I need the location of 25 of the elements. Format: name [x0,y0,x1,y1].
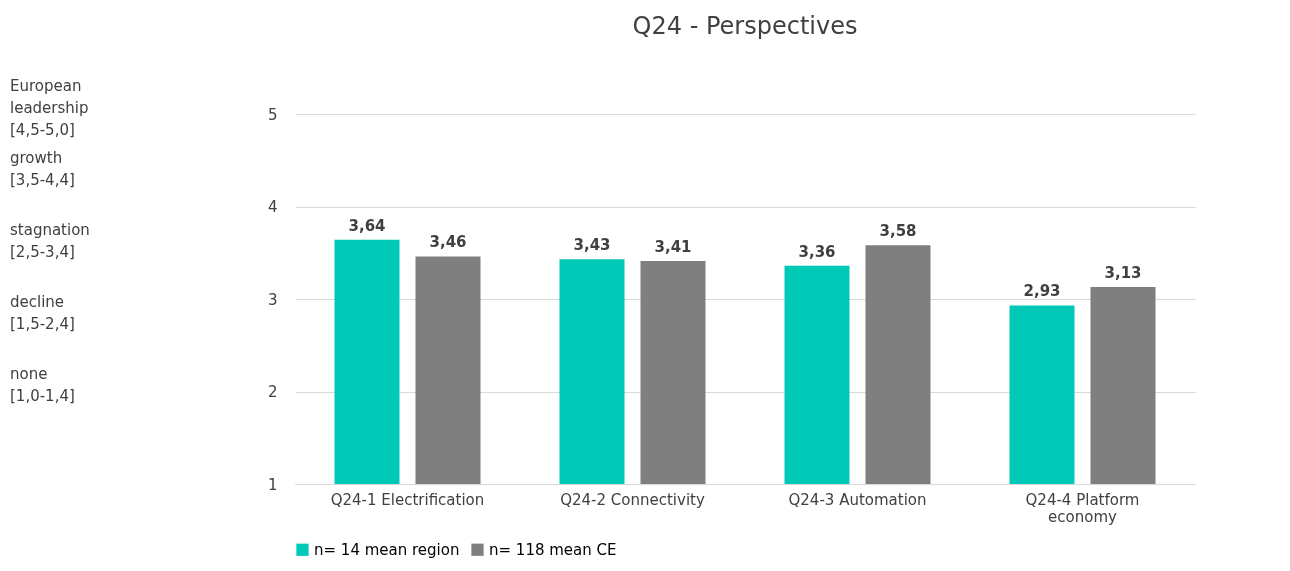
legend-label: n= 118 mean CE [489,540,617,559]
legend-label: n= 14 mean region [314,540,460,559]
data-label: 3,13 [1104,263,1142,282]
x-tick-label: Q24-4 Platform economy [1025,490,1140,526]
x-tick-label: Q24-1 Electrification [330,490,485,509]
y-tick-label: 5 [267,105,278,124]
data-label: 2,93 [1023,282,1061,301]
data-label: 3,64 [348,216,386,235]
data-label: 3,46 [429,233,467,252]
data-label: 3,41 [654,238,692,257]
y-tick-label: 2 [267,383,278,401]
data-label: 3,58 [879,222,917,241]
x-tick-label: Q24-2 Connectivity [560,490,705,509]
text: none [1,0-1,4] [10,365,75,405]
text: European leadership [4,5-5,0] [10,77,89,139]
text: growth [3,5-4,4] [10,149,75,189]
text: decline [1,5-2,4] [10,293,75,333]
y-tick-label: 4 [267,198,278,216]
x-tick-label: Q24-3 Automation [788,490,927,509]
y-tick-label: 1 [267,475,278,494]
chart-title: Q24 - Perspectives [632,12,858,40]
y-tick-label: 3 [267,290,278,309]
data-label: 3,36 [798,242,836,261]
text: stagnation [2,5-3,4] [10,221,90,261]
data-label: 3,43 [573,236,611,255]
